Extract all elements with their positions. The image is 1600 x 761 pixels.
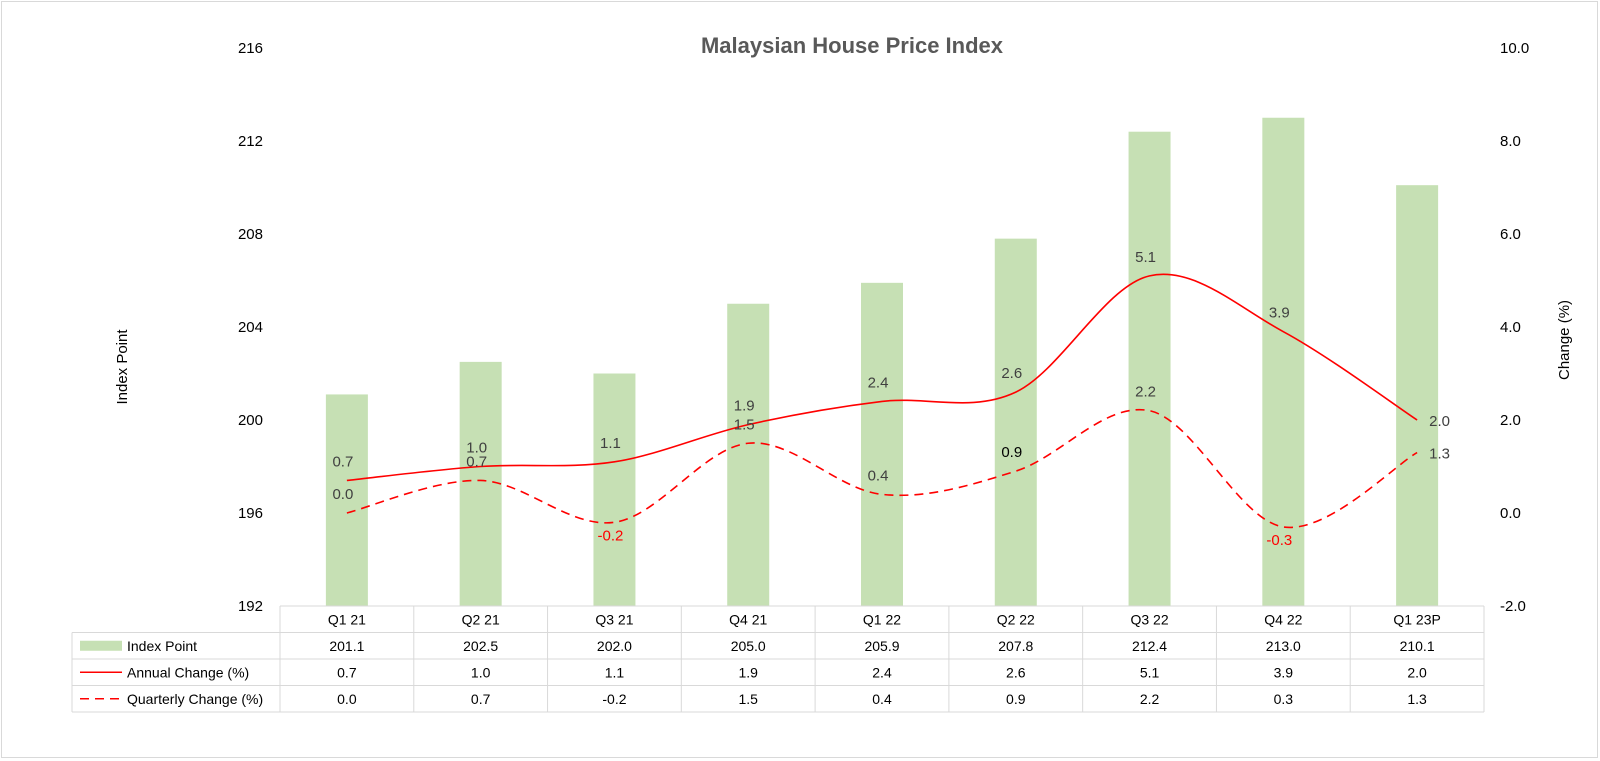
y-tick-label: 196 bbox=[238, 505, 263, 522]
annual-change-data-label: 1.0 bbox=[466, 440, 487, 457]
bar-index-point bbox=[459, 361, 502, 606]
x-tick-label: Q1 21 bbox=[328, 611, 366, 627]
y2-axis-label: Change (%) bbox=[1556, 300, 1573, 380]
quarterly-change-data-label: 0.7 bbox=[466, 453, 487, 470]
x-tick-label: Q4 21 bbox=[729, 611, 767, 627]
y2-tick-label: -2.0 bbox=[1500, 598, 1526, 615]
table-cell: 1.5 bbox=[738, 691, 758, 707]
y2-tick-label: 2.0 bbox=[1500, 412, 1521, 429]
table-cell: 2.0 bbox=[1407, 664, 1427, 680]
table-cell: 205.9 bbox=[864, 638, 899, 654]
table-cell: -0.2 bbox=[602, 691, 626, 707]
x-tick-label: Q4 22 bbox=[1264, 611, 1302, 627]
annual-change-data-label: 2.6 bbox=[1001, 365, 1022, 382]
x-tick-label: Q1 23P bbox=[1393, 611, 1440, 627]
table-cell: 2.2 bbox=[1140, 691, 1160, 707]
table-cell: 0.3 bbox=[1274, 691, 1294, 707]
bar-index-point bbox=[727, 303, 770, 606]
bar-index-point bbox=[325, 394, 368, 606]
annual-change-data-label: 0.7 bbox=[332, 453, 353, 470]
quarterly-change-data-label: 1.3 bbox=[1429, 446, 1450, 463]
data-labels-layer: 0.71.0 1.11.92.42.65.13.92.00.00.7-0.21.5… bbox=[332, 249, 1450, 549]
bars-layer bbox=[325, 117, 1439, 607]
annual-change-data-label: 1.9 bbox=[734, 398, 755, 415]
table-cell: 0.0 bbox=[337, 691, 357, 707]
bar-index-point bbox=[593, 373, 636, 606]
annual-change-line bbox=[346, 273, 1418, 482]
lines-layer bbox=[346, 273, 1418, 529]
bar-index-point bbox=[1262, 117, 1305, 606]
quarterly-change-data-label: -0.3 bbox=[1266, 532, 1292, 549]
table-cell: 0.7 bbox=[471, 691, 491, 707]
quarterly-change-data-label: 0.9 bbox=[1001, 444, 1022, 461]
table-cell: 2.4 bbox=[872, 664, 892, 680]
legend-label: Index Point bbox=[127, 638, 197, 654]
y-tick-label: 192 bbox=[238, 598, 263, 615]
quarterly-change-data-label: 1.5 bbox=[734, 416, 755, 433]
y-tick-label: 212 bbox=[238, 133, 263, 150]
table-cell: 0.4 bbox=[872, 691, 892, 707]
table-cell: 205.0 bbox=[731, 638, 766, 654]
y2-tick-label: 10.0 bbox=[1500, 40, 1529, 57]
y-tick-label: 200 bbox=[238, 412, 263, 429]
chart-title: Malaysian House Price Index bbox=[701, 33, 1004, 58]
y2-tick-label: 4.0 bbox=[1500, 319, 1521, 336]
table-cell: 202.5 bbox=[463, 638, 498, 654]
bar-index-point bbox=[1396, 185, 1439, 607]
table-cell: 1.3 bbox=[1407, 691, 1427, 707]
table-cell: 5.1 bbox=[1140, 664, 1160, 680]
x-tick-label: Q3 22 bbox=[1130, 611, 1168, 627]
legend-key-bar bbox=[80, 640, 122, 651]
legend-label: Annual Change (%) bbox=[127, 664, 249, 680]
x-tick-label: Q2 22 bbox=[997, 611, 1035, 627]
table-cell: 202.0 bbox=[597, 638, 632, 654]
x-tick-label: Q2 21 bbox=[462, 611, 500, 627]
table-cell: 1.9 bbox=[738, 664, 758, 680]
table-cell: 212.4 bbox=[1132, 638, 1167, 654]
quarterly-change-data-label: 0.4 bbox=[868, 467, 889, 484]
annual-change-data-label: 5.1 bbox=[1135, 249, 1156, 266]
legend-label: Quarterly Change (%) bbox=[127, 691, 263, 707]
y2-tick-label: 8.0 bbox=[1500, 133, 1521, 150]
bar-index-point bbox=[1128, 131, 1171, 606]
table-cell: 1.1 bbox=[605, 664, 625, 680]
table-cell: 207.8 bbox=[998, 638, 1033, 654]
annual-change-data-label: 2.4 bbox=[868, 374, 889, 391]
table-cell: 1.0 bbox=[471, 664, 491, 680]
table-cell: 3.9 bbox=[1274, 664, 1294, 680]
y-axis-label: Index Point bbox=[114, 329, 131, 405]
y2-tick-label: 0.0 bbox=[1500, 505, 1521, 522]
y2-tick-label: 6.0 bbox=[1500, 226, 1521, 243]
annual-change-data-label: 1.1 bbox=[600, 435, 621, 452]
y-tick-label: 204 bbox=[238, 319, 263, 336]
bar-index-point bbox=[861, 282, 903, 606]
table-cell: 2.6 bbox=[1006, 664, 1026, 680]
table-cell: 201.1 bbox=[329, 638, 364, 654]
table-cell: 213.0 bbox=[1266, 638, 1301, 654]
y-axis-ticks: 192 196 200 204 208 212 216 bbox=[238, 40, 263, 615]
x-tick-label: Q3 21 bbox=[595, 611, 633, 627]
table-cell: 0.7 bbox=[337, 664, 357, 680]
quarterly-change-data-label: 0.0 bbox=[332, 486, 353, 503]
x-tick-label: Q1 22 bbox=[863, 611, 901, 627]
annual-change-data-label: 3.9 bbox=[1269, 305, 1290, 322]
bar-index-point bbox=[994, 238, 1037, 606]
quarterly-change-data-label: -0.2 bbox=[598, 527, 624, 544]
y-tick-label: 208 bbox=[238, 226, 263, 243]
table-cell: 0.9 bbox=[1006, 691, 1026, 707]
annual-change-data-label: 2.0 bbox=[1429, 413, 1450, 430]
data-table: Q1 21 Q2 21 Q3 21 Q4 21 Q1 22 Q2 22 Q3 22 Q4 22… bbox=[71, 605, 1485, 713]
y2-axis-ticks: -2.0 0.0 2.0 4.0 6.0 8.0 10.0 bbox=[1500, 40, 1529, 615]
table-cell: 210.1 bbox=[1400, 638, 1435, 654]
quarterly-change-data-label: 2.2 bbox=[1135, 384, 1156, 401]
y-tick-label: 216 bbox=[238, 40, 263, 57]
